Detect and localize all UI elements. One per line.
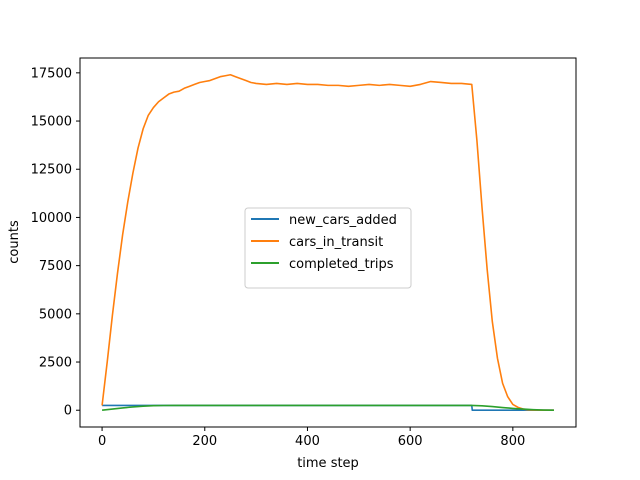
legend-label-new-cars-added: new_cars_added — [289, 213, 397, 228]
legend-box — [244, 207, 412, 289]
x-axis-label: time step — [297, 456, 359, 471]
y-axis-label: counts — [7, 220, 22, 264]
series-layer — [101, 73, 554, 412]
legend: new_cars_added cars_in_transit completed_t… — [244, 207, 412, 289]
x-tick-label: 200 — [192, 434, 217, 449]
series-line-cars-in-transit — [101, 73, 554, 412]
y-tick-label: 15000 — [31, 115, 72, 130]
y-tick-label: 10000 — [31, 211, 72, 226]
x-axis-ticks: 0 200 400 600 800 — [98, 427, 525, 449]
y-axis-ticks: 0 2500 5000 7500 10000 12500 15000 17500 — [31, 66, 80, 419]
y-tick-label: 7500 — [39, 259, 72, 274]
x-tick-label: 600 — [398, 434, 423, 449]
legend-label-cars-in-transit: cars_in_transit — [289, 235, 383, 250]
y-tick-label: 17500 — [31, 66, 72, 81]
x-tick-label: 400 — [295, 434, 320, 449]
y-tick-label: 12500 — [31, 163, 72, 178]
plot-frame — [79, 57, 577, 428]
y-tick-label: 0 — [64, 404, 72, 419]
x-tick-label: 800 — [500, 434, 525, 449]
x-tick-label: 0 — [98, 434, 106, 449]
legend-label-completed-trips: completed_trips — [289, 257, 394, 272]
series-line-completed-trips — [101, 404, 554, 412]
y-tick-label: 2500 — [39, 356, 72, 371]
y-tick-label: 5000 — [39, 307, 72, 322]
